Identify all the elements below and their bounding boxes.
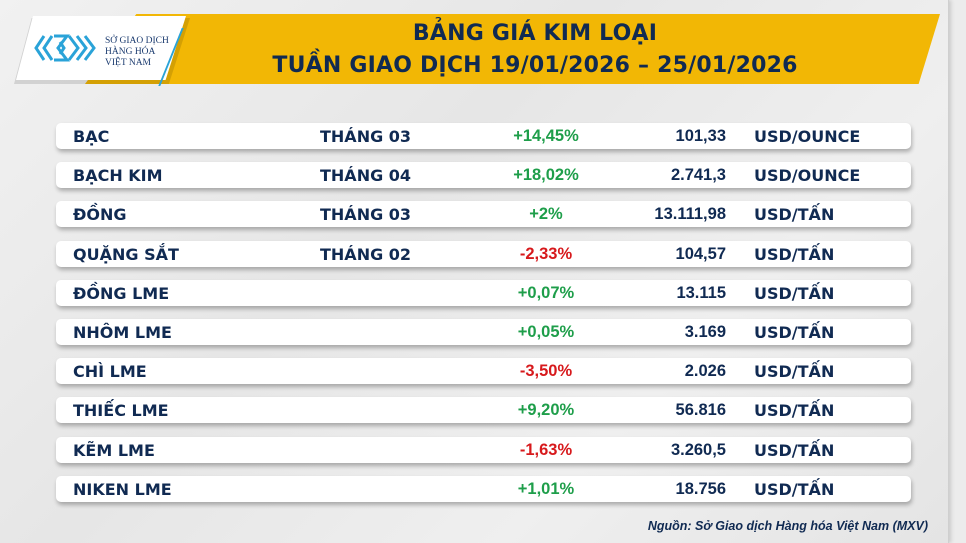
price-unit: USD/TẤN bbox=[754, 362, 835, 382]
price-unit: USD/TẤN bbox=[754, 322, 835, 342]
price-unit: USD/OUNCE bbox=[754, 127, 861, 146]
title-line-2: TUẦN GIAO DỊCH 19/01/2026 – 25/01/2026 bbox=[272, 53, 798, 78]
metal-name: KẼM LME bbox=[73, 440, 155, 460]
price-unit: USD/TẤN bbox=[754, 401, 835, 421]
metal-name: QUẶNG SẮT bbox=[73, 244, 179, 264]
price-change: +9,20% bbox=[517, 401, 575, 420]
table-row: KẼM LME -1,63% 3.260,5 USD/TẤN bbox=[56, 436, 911, 463]
table-row: QUẶNG SẮT THÁNG 02 -2,33% 104,57 USD/TẤN bbox=[56, 240, 911, 267]
metal-name: BẠC bbox=[73, 127, 110, 146]
price-value: 13.115 bbox=[676, 283, 726, 302]
price-value: 56.816 bbox=[675, 401, 726, 420]
title-line-1: BẢNG GIÁ KIM LOẠI bbox=[412, 21, 658, 46]
price-change: +18,02% bbox=[513, 166, 579, 185]
metal-name: CHÌ LME bbox=[73, 362, 147, 382]
price-value: 3.260,5 bbox=[670, 440, 726, 459]
price-change: -1,63% bbox=[519, 440, 573, 459]
price-value: 2.741,3 bbox=[670, 166, 726, 185]
logo-line-3: VIỆT NAM bbox=[105, 58, 152, 68]
table-row: CHÌ LME -3,50% 2.026 USD/TẤN bbox=[56, 358, 911, 385]
logo-text: SỞ GIAO DỊCH HÀNG HÓA VIỆT NAM bbox=[105, 36, 169, 69]
price-value: 104,57 bbox=[675, 244, 726, 263]
price-change: +14,45% bbox=[513, 127, 579, 145]
contract-month: THÁNG 03 bbox=[320, 205, 412, 225]
table-row: ĐỒNG THÁNG 03 +2% 13.111,98 USD/TẤN bbox=[56, 201, 911, 228]
price-change: -2,33% bbox=[519, 244, 573, 263]
metal-price-table: BẠC THÁNG 03 +14,45% 101,33 USD/OUNCE BẠ… bbox=[56, 123, 911, 515]
logo-line-2: HÀNG HÓA bbox=[105, 47, 156, 57]
price-unit: USD/TẤN bbox=[754, 205, 835, 225]
metal-name: NHÔM LME bbox=[73, 322, 172, 342]
price-value: 2.026 bbox=[684, 362, 726, 381]
table-row: THIẾC LME +9,20% 56.816 USD/TẤN bbox=[56, 397, 911, 424]
logo-line-1: SỞ GIAO DỊCH bbox=[105, 36, 169, 46]
price-change: -3,50% bbox=[519, 362, 573, 381]
contract-month: THÁNG 03 bbox=[320, 127, 412, 146]
price-unit: USD/OUNCE bbox=[754, 166, 861, 186]
table-row: NHÔM LME +0,05% 3.169 USD/TẤN bbox=[56, 318, 911, 345]
price-change: +0,07% bbox=[517, 283, 575, 302]
price-unit: USD/TẤN bbox=[754, 479, 835, 499]
price-change: +1,01% bbox=[517, 479, 575, 498]
price-unit: USD/TẤN bbox=[754, 283, 835, 303]
price-change: +0,05% bbox=[517, 322, 575, 341]
metal-name: ĐỒNG LME bbox=[73, 283, 170, 303]
table-row: BẠC THÁNG 03 +14,45% 101,33 USD/OUNCE bbox=[56, 123, 911, 149]
title-banner bbox=[85, 14, 940, 84]
price-value: 18.756 bbox=[675, 479, 726, 498]
mxv-logo-icon bbox=[34, 34, 96, 62]
price-value: 3.169 bbox=[684, 322, 726, 341]
table-row: BẠCH KIM THÁNG 04 +18,02% 2.741,3 USD/OU… bbox=[56, 162, 911, 189]
page-title: BẢNG GIÁ KIM LOẠI TUẦN GIAO DỊCH 19/01/2… bbox=[215, 18, 855, 82]
price-unit: USD/TẤN bbox=[754, 440, 835, 460]
price-unit: USD/TẤN bbox=[754, 244, 835, 264]
contract-month: THÁNG 02 bbox=[320, 244, 412, 264]
price-value: 13.111,98 bbox=[654, 205, 726, 224]
price-change: +2% bbox=[529, 205, 563, 224]
metal-name: ĐỒNG bbox=[73, 205, 127, 225]
metal-name: BẠCH KIM bbox=[73, 166, 163, 186]
price-value: 101,33 bbox=[675, 127, 726, 145]
table-row: NIKEN LME +1,01% 18.756 USD/TẤN bbox=[56, 475, 911, 502]
source-note: Nguồn: Sở Giao dịch Hàng hóa Việt Nam (M… bbox=[647, 519, 928, 533]
metal-name: NIKEN LME bbox=[73, 479, 172, 499]
contract-month: THÁNG 04 bbox=[320, 166, 412, 186]
metal-name: THIẾC LME bbox=[73, 401, 169, 421]
table-row: ĐỒNG LME +0,07% 13.115 USD/TẤN bbox=[56, 279, 911, 306]
